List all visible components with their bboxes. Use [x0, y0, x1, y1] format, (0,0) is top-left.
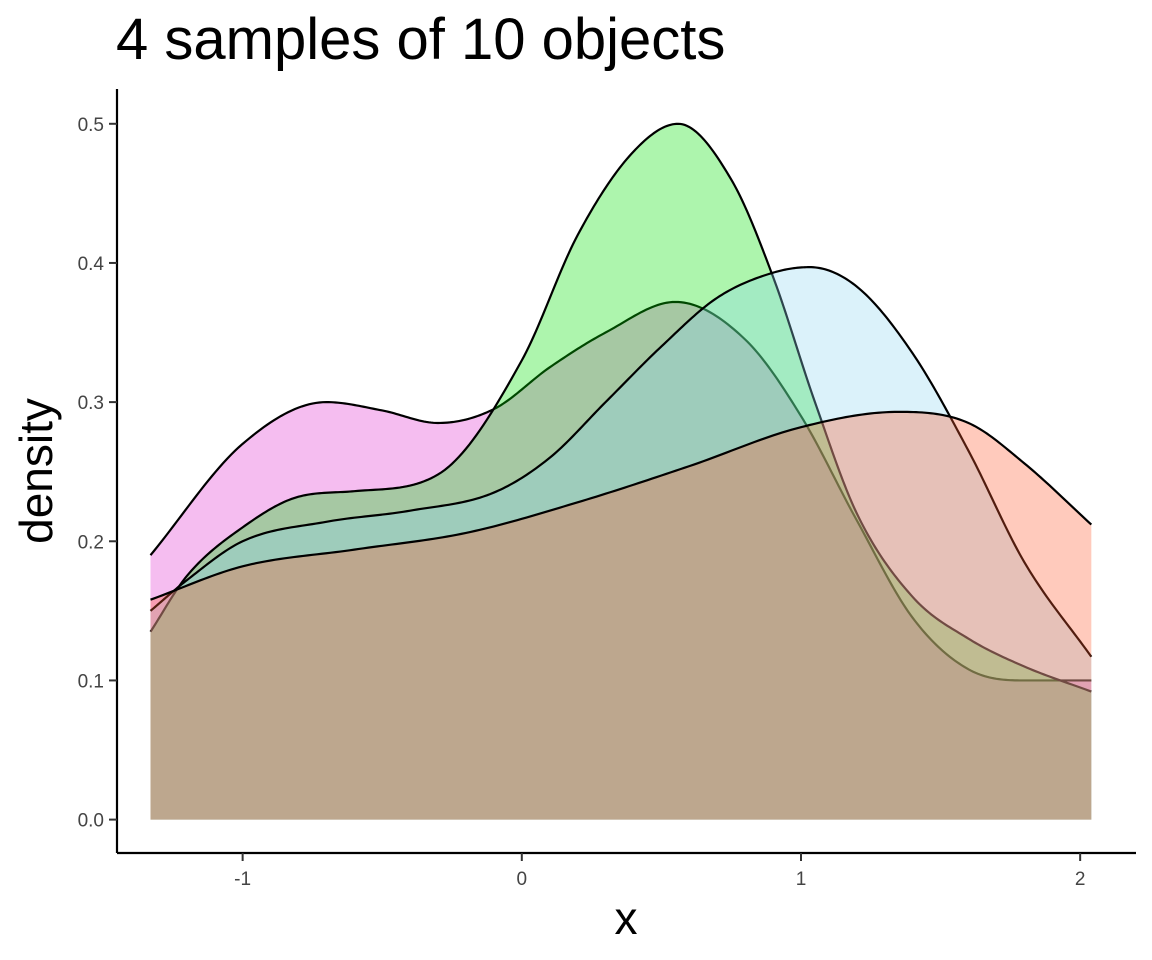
chart-title: 4 samples of 10 objects	[116, 7, 726, 72]
x-tick-label: 2	[1075, 869, 1086, 890]
density-areas	[149, 122, 1093, 820]
density-area-4	[150, 411, 1092, 820]
y-tick-label: 0.4	[78, 254, 105, 275]
x-tick-label: 0	[517, 869, 528, 890]
y-tick-label: 0.3	[78, 393, 104, 414]
y-tick-label: 0.0	[78, 811, 104, 832]
x-tick-label: 1	[796, 869, 807, 890]
density-area-2	[150, 123, 1092, 820]
y-axis-title: density	[10, 398, 62, 544]
density-area-1	[150, 301, 1092, 820]
density-line-2	[149, 122, 1092, 693]
x-ticks: -1 0 1 2	[234, 853, 1085, 890]
density-line-3	[149, 266, 1093, 658]
density-area-3	[150, 267, 1092, 820]
density-line-1	[149, 300, 1092, 682]
y-tick-label: 0.5	[78, 115, 104, 136]
density-line-4	[150, 410, 1093, 601]
x-axis-title: x	[615, 892, 638, 944]
y-ticks: 0.0 0.1 0.2 0.3 0.4 0.5	[78, 115, 117, 832]
chart-axes	[115, 89, 1136, 855]
x-tick-label: -1	[234, 869, 251, 890]
y-tick-label: 0.1	[78, 671, 104, 692]
y-tick-label: 0.2	[78, 532, 104, 553]
